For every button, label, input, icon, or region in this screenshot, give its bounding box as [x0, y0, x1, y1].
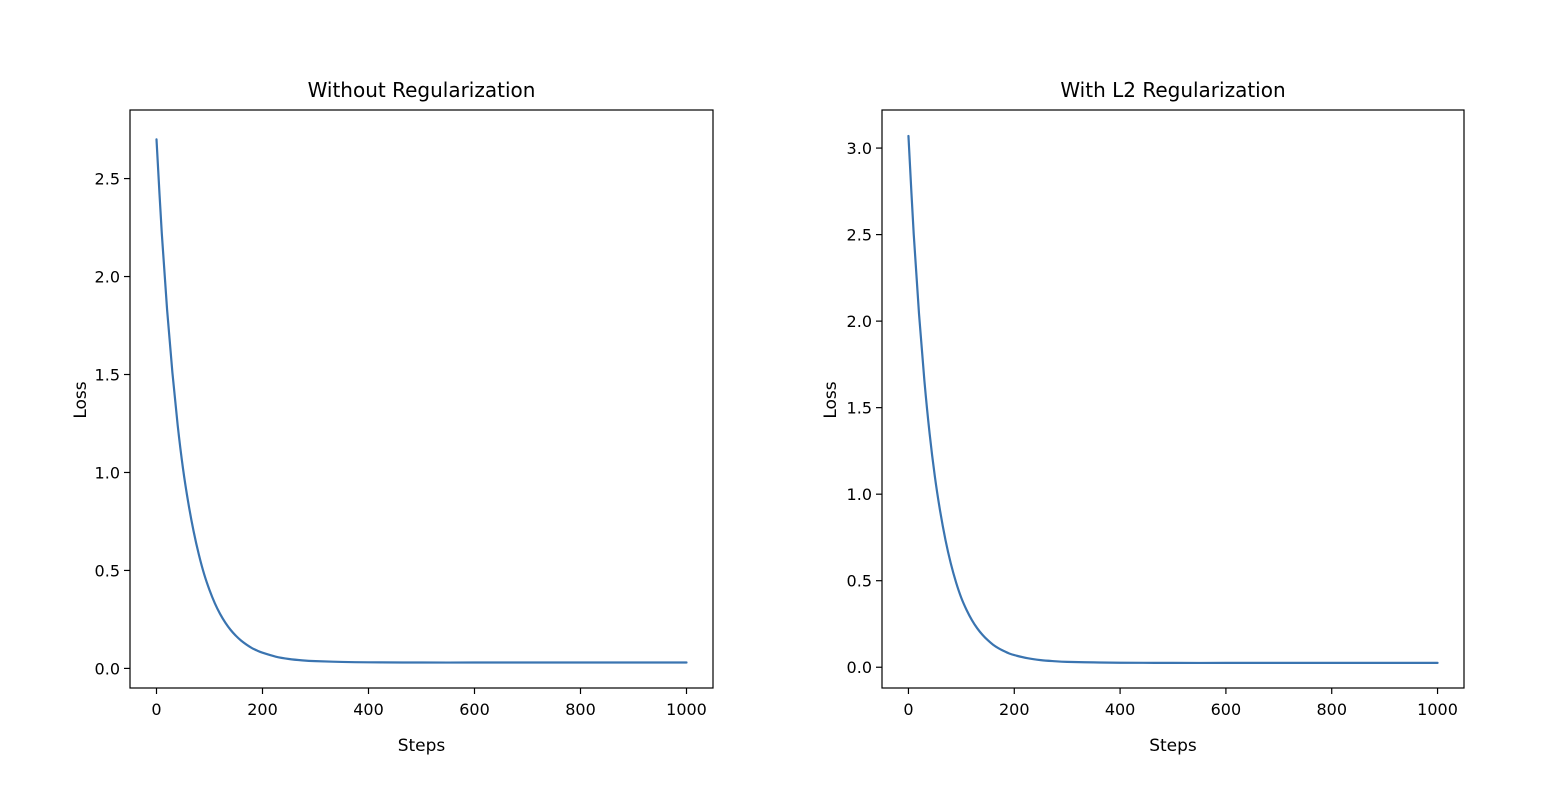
y-tick-label: 1.5: [95, 366, 120, 385]
y-tick-label: 1.0: [95, 463, 120, 482]
x-tick-label: 200: [247, 700, 278, 719]
x-tick-label: 600: [459, 700, 490, 719]
y-tick-label: 0.0: [95, 659, 120, 678]
x-tick-label: 400: [1105, 700, 1136, 719]
y-axis-label: Loss: [71, 381, 91, 418]
subplot-without-regularization: 0 200 400 600 800 1000 0.0 0.5 1.0 1.5 2.0 2.5 With…: [71, 78, 714, 756]
y-tick-label: 1.0: [847, 485, 872, 504]
y-tick-label: 0.5: [847, 572, 872, 591]
x-tick-label: 1000: [666, 700, 707, 719]
x-tick-label: 1000: [1417, 700, 1458, 719]
y-tick-label: 0.5: [95, 561, 120, 580]
loss-line: [155, 138, 688, 664]
y-axis-label: Loss: [821, 381, 841, 418]
y-tick-label: 2.0: [95, 268, 120, 287]
tick-layer: 0 200 400 600 800 1000 0.0 0.5 1.0 1.5 2.0 2.5 3.0: [847, 139, 1458, 719]
x-tick-label: 0: [903, 700, 913, 719]
subplot-with-l2-regularization: 0 200 400 600 800 1000 0.0 0.5 1.0 1.5 2.0 2.5 3.0 W…: [821, 78, 1465, 756]
x-tick-label: 600: [1211, 700, 1242, 719]
tick-layer: 0 200 400 600 800 1000 0.0 0.5 1.0 1.5 2.0 2.5: [95, 170, 707, 719]
x-axis-label: Steps: [1149, 736, 1197, 756]
y-tick-label: 0.0: [847, 658, 872, 677]
plot-frame: [129, 109, 714, 689]
chart-title: With L2 Regularization: [1060, 78, 1285, 102]
x-tick-label: 400: [353, 700, 384, 719]
x-tick-label: 0: [151, 700, 161, 719]
x-axis-label: Steps: [398, 736, 446, 756]
loss-line: [907, 134, 1439, 665]
y-tick-label: 2.0: [847, 312, 872, 331]
y-tick-label: 1.5: [847, 399, 872, 418]
y-tick-label: 2.5: [95, 170, 120, 189]
chart-title: Without Regularization: [308, 78, 536, 102]
x-tick-label: 800: [1316, 700, 1347, 719]
y-tick-label: 2.5: [847, 226, 872, 245]
plot-frame: [881, 109, 1465, 689]
x-tick-label: 200: [999, 700, 1030, 719]
x-tick-label: 800: [565, 700, 596, 719]
y-tick-label: 3.0: [847, 139, 872, 158]
